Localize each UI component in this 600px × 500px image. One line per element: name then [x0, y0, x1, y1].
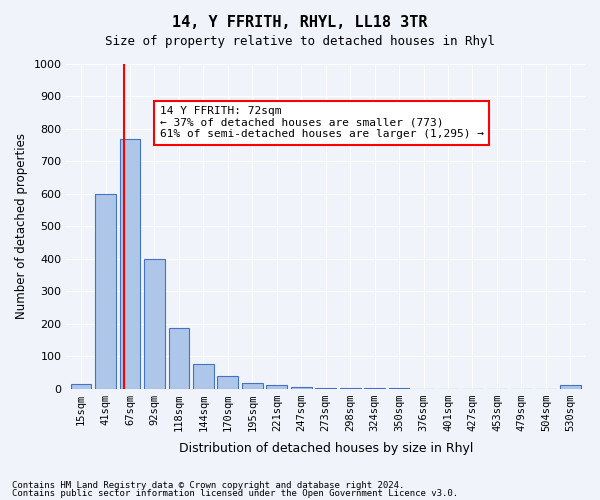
Bar: [560, 386, 581, 388]
Bar: [291, 387, 311, 388]
Text: Contains public sector information licensed under the Open Government Licence v3: Contains public sector information licen…: [12, 488, 458, 498]
Bar: [193, 364, 214, 388]
Bar: [169, 328, 190, 388]
Text: Contains HM Land Registry data © Crown copyright and database right 2024.: Contains HM Land Registry data © Crown c…: [12, 481, 404, 490]
Text: 14, Y FFRITH, RHYL, LL18 3TR: 14, Y FFRITH, RHYL, LL18 3TR: [172, 15, 428, 30]
Bar: [71, 384, 91, 388]
Text: 14 Y FFRITH: 72sqm
← 37% of detached houses are smaller (773)
61% of semi-detach: 14 Y FFRITH: 72sqm ← 37% of detached hou…: [160, 106, 484, 140]
Bar: [144, 258, 165, 388]
X-axis label: Distribution of detached houses by size in Rhyl: Distribution of detached houses by size …: [179, 442, 473, 455]
Y-axis label: Number of detached properties: Number of detached properties: [15, 134, 28, 320]
Bar: [95, 194, 116, 388]
Bar: [242, 382, 263, 388]
Bar: [217, 376, 238, 388]
Bar: [266, 386, 287, 388]
Bar: [119, 138, 140, 388]
Text: Size of property relative to detached houses in Rhyl: Size of property relative to detached ho…: [105, 35, 495, 48]
